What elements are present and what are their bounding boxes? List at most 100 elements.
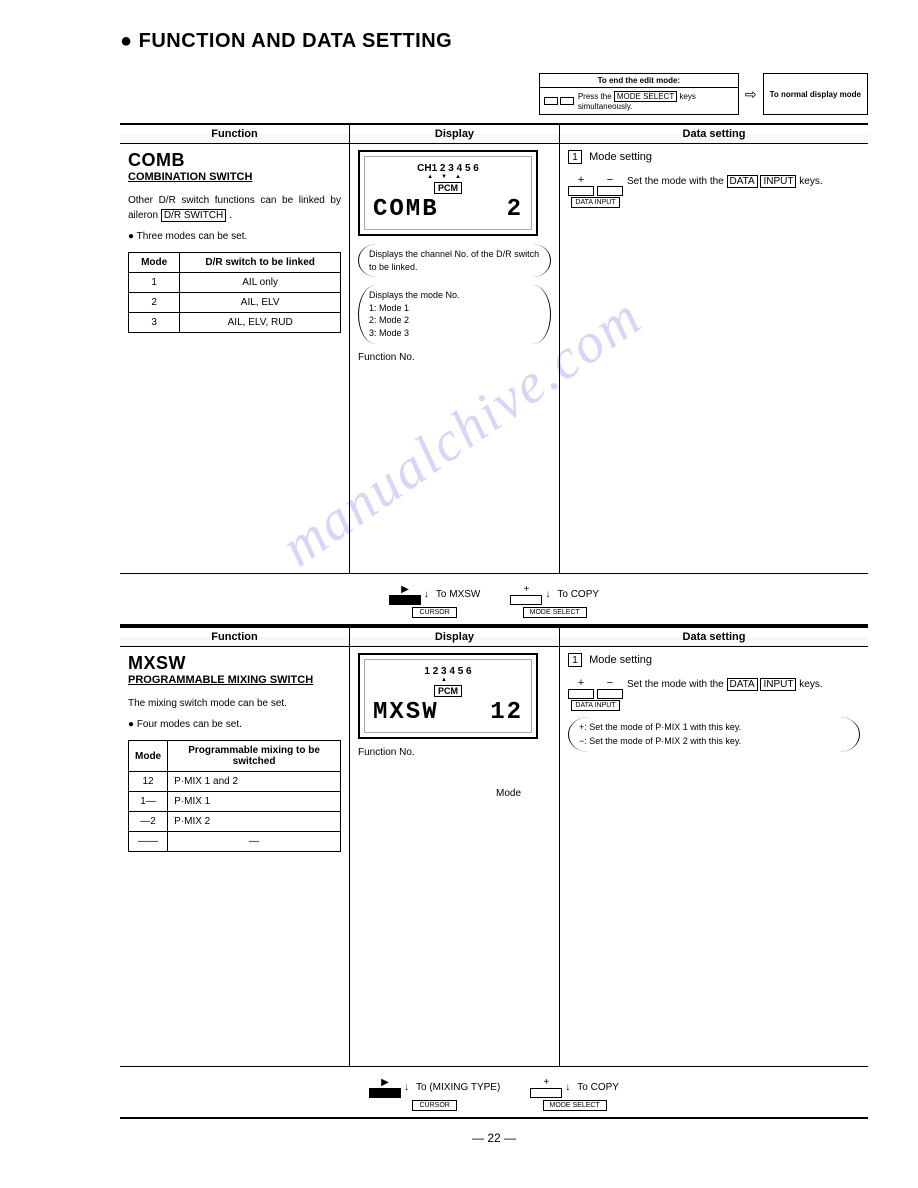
edit-mode-text: Press the MODE SELECT keys simultaneousl… bbox=[578, 91, 734, 111]
step-number-box: 1 bbox=[568, 653, 582, 667]
data-box: DATA bbox=[727, 678, 758, 691]
cursor-nav: ▶ ↓ To MXSW CURSOR bbox=[389, 584, 480, 618]
data-input-plus-key-icon bbox=[568, 689, 594, 699]
cursor-label: CURSOR bbox=[412, 1100, 456, 1111]
lcd-channel-row: CH1 2 3 4 5 6 bbox=[369, 163, 527, 174]
edit-mode-container: To end the edit mode: Press the MODE SEL… bbox=[120, 73, 868, 115]
column-header-row: Function Display Data setting bbox=[120, 123, 868, 144]
table-row: ——— bbox=[129, 832, 341, 852]
comb-nav-row: ▶ ↓ To MXSW CURSOR + ↓ To COPY bbox=[120, 574, 868, 626]
cursor-key-icon bbox=[369, 1088, 401, 1098]
cursor-key-icon bbox=[389, 595, 421, 605]
mxsw-desc: The mixing switch mode can be set. bbox=[128, 696, 341, 711]
comb-callout-channel: Displays the channel No. of the D/R swit… bbox=[358, 244, 551, 277]
data-box: DATA bbox=[727, 175, 758, 188]
comb-bullet: Three modes can be set. bbox=[128, 231, 341, 242]
data-input-label: DATA INPUT bbox=[571, 197, 619, 208]
arrow-down-icon: ↓ bbox=[545, 589, 550, 600]
lcd-arrows-icon: ▲▼▲ bbox=[369, 174, 527, 180]
input-box: INPUT bbox=[760, 175, 796, 188]
lcd-main-left: MXSW bbox=[373, 699, 439, 726]
comb-name: COMBINATION SWITCH bbox=[128, 171, 341, 183]
comb-set-text: Set the mode with the DATA INPUT keys. bbox=[627, 174, 860, 189]
nav-to-mxsw: To MXSW bbox=[436, 589, 480, 600]
comb-lcd: CH1 2 3 4 5 6 ▲▼▲ PCM COMB 2 bbox=[358, 150, 538, 236]
mxsw-th-sw: Programmable mixing to be switched bbox=[168, 741, 341, 772]
lcd-main-left: COMB bbox=[373, 196, 439, 223]
nav-to-mixing-type: To (MIXING TYPE) bbox=[416, 1082, 500, 1093]
mode-select-label: MODE SELECT bbox=[523, 607, 587, 618]
data-input-plus-key-icon bbox=[568, 186, 594, 196]
mxsw-function-no-label: Function No. bbox=[358, 747, 551, 758]
mode-select-label: MODE SELECT bbox=[543, 1100, 607, 1111]
mode-select-key-icon bbox=[510, 595, 542, 605]
mxsw-pmix-note: +: Set the mode of P·MIX 1 with this key… bbox=[568, 717, 860, 752]
edit-mode-box: To end the edit mode: Press the MODE SEL… bbox=[539, 73, 739, 115]
arrow-down-icon: ↓ bbox=[565, 1082, 570, 1093]
page-number: 22 bbox=[120, 1131, 868, 1145]
mode-select-key-icon bbox=[530, 1088, 562, 1098]
lcd-channel-row: 1 2 3 4 5 6 bbox=[369, 666, 527, 677]
nav-to-copy: To COPY bbox=[577, 1082, 619, 1093]
col-header-data: Data setting bbox=[560, 125, 868, 143]
table-row: 1AIL only bbox=[129, 273, 341, 293]
data-input-label: DATA INPUT bbox=[571, 700, 619, 711]
col-header-display: Display bbox=[350, 628, 560, 646]
col-header-function: Function bbox=[120, 125, 350, 143]
step-number-box: 1 bbox=[568, 150, 582, 164]
comb-code: COMB bbox=[128, 150, 341, 171]
col-header-data: Data setting bbox=[560, 628, 868, 646]
table-row: 12P·MIX 1 and 2 bbox=[129, 772, 341, 792]
mxsw-display-col: 1 2 3 4 5 6 ▲ PCM MXSW 12 Function No. M… bbox=[350, 647, 560, 1066]
mxsw-name: PROGRAMMABLE MIXING SWITCH bbox=[128, 674, 341, 686]
comb-function-col: COMB COMBINATION SWITCH Other D/R switch… bbox=[120, 144, 350, 573]
comb-display-col: CH1 2 3 4 5 6 ▲▼▲ PCM COMB 2 Displays th… bbox=[350, 144, 560, 573]
comb-callout-mode: Displays the mode No. 1: Mode 1 2: Mode … bbox=[358, 285, 551, 343]
lcd-pcm-badge: PCM bbox=[434, 182, 462, 194]
mode-select-nav: + ↓ To COPY MODE SELECT bbox=[510, 584, 599, 618]
plus-sign: + bbox=[578, 174, 584, 186]
lcd-pcm-badge: PCM bbox=[434, 685, 462, 697]
comb-function-no-label: Function No. bbox=[358, 352, 551, 363]
data-input-minus-key-icon bbox=[597, 689, 623, 699]
comb-mode-table: Mode D/R switch to be linked 1AIL only 2… bbox=[128, 252, 341, 333]
comb-th-linked: D/R switch to be linked bbox=[180, 253, 341, 273]
arrow-right-icon: ⇨ bbox=[745, 86, 757, 103]
data-input-keys: + − DATA INPUT bbox=[568, 677, 623, 711]
mxsw-mode-table: Mode Programmable mixing to be switched … bbox=[128, 740, 341, 852]
col-header-function: Function bbox=[120, 628, 350, 646]
normal-display-mode-box: To normal display mode bbox=[763, 73, 868, 115]
arrow-down-icon: ↓ bbox=[404, 1082, 409, 1093]
mxsw-data-col: 1 Mode setting + − DATA INPUT Set the mo… bbox=[560, 647, 868, 1066]
table-row: 3AIL, ELV, RUD bbox=[129, 313, 341, 333]
page-title: FUNCTION AND DATA SETTING bbox=[120, 30, 868, 53]
edit-mode-header: To end the edit mode: bbox=[540, 74, 738, 88]
comb-data-col: 1 Mode setting + − DATA INPUT Set the mo… bbox=[560, 144, 868, 573]
arrow-right-icon: ▶ bbox=[381, 1077, 389, 1088]
mxsw-nav-row: ▶ ↓ To (MIXING TYPE) CURSOR + ↓ T bbox=[120, 1067, 868, 1119]
mxsw-bullet: Four modes can be set. bbox=[128, 719, 341, 730]
input-box: INPUT bbox=[760, 678, 796, 691]
table-row: —2P·MIX 2 bbox=[129, 812, 341, 832]
dr-switch-box: D/R SWITCH bbox=[161, 209, 226, 222]
nav-to-copy: To COPY bbox=[557, 589, 599, 600]
arrow-down-icon: ↓ bbox=[424, 589, 429, 600]
lcd-main-right: 2 bbox=[507, 196, 523, 223]
mode-select-keys-icon bbox=[544, 97, 574, 105]
lcd-arrows-icon: ▲ bbox=[369, 677, 527, 683]
mxsw-function-col: MXSW PROGRAMMABLE MIXING SWITCH The mixi… bbox=[120, 647, 350, 1066]
col-header-display: Display bbox=[350, 125, 560, 143]
mxsw-code: MXSW bbox=[128, 653, 341, 674]
minus-sign: − bbox=[607, 174, 613, 186]
data-input-minus-key-icon bbox=[597, 186, 623, 196]
comb-desc: Other D/R switch functions can be linked… bbox=[128, 193, 341, 223]
data-input-keys: + − DATA INPUT bbox=[568, 174, 623, 208]
mxsw-section: MXSW PROGRAMMABLE MIXING SWITCH The mixi… bbox=[120, 647, 868, 1067]
table-row: 2AIL, ELV bbox=[129, 293, 341, 313]
table-row: 1—P·MIX 1 bbox=[129, 792, 341, 812]
mxsw-mode-label: Mode bbox=[358, 788, 551, 799]
comb-th-mode: Mode bbox=[129, 253, 180, 273]
lcd-main-right: 12 bbox=[490, 699, 523, 726]
mxsw-lcd: 1 2 3 4 5 6 ▲ PCM MXSW 12 bbox=[358, 653, 538, 739]
mode-select-label: MODE SELECT bbox=[614, 91, 677, 102]
